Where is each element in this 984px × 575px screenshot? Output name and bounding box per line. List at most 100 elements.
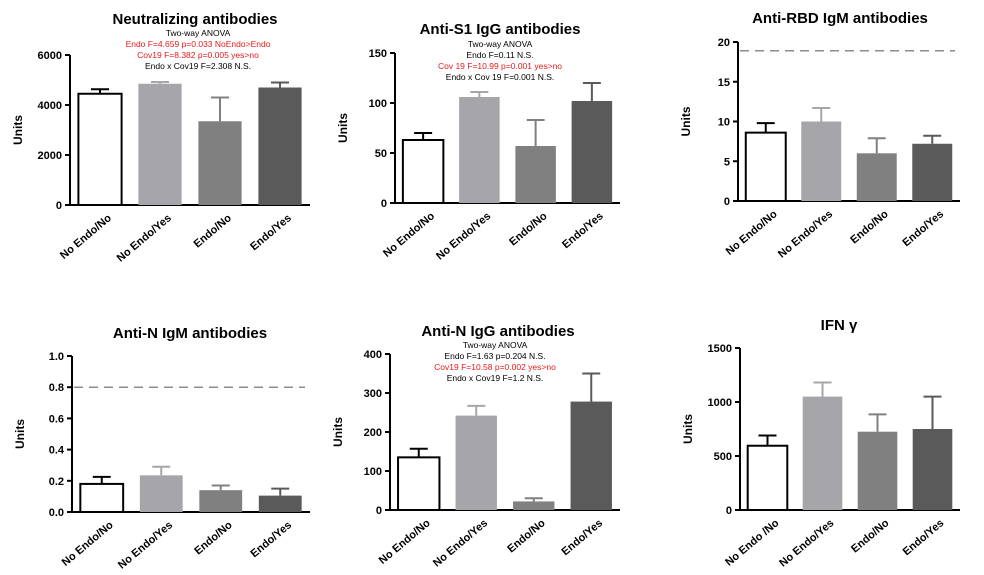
- x-tick-label: Endo/No: [848, 208, 891, 246]
- bar: [77, 92, 123, 206]
- x-tick-label: Endo/Yes: [249, 519, 295, 560]
- bar: [79, 482, 125, 514]
- y-tick-label: 2000: [38, 150, 62, 162]
- x-tick-label: Endo/No: [507, 210, 550, 248]
- y-tick-label: 200: [364, 427, 382, 439]
- bar: [258, 87, 302, 205]
- y-tick-label: 0.2: [49, 476, 64, 488]
- anova-annotation: Endo x Cov19 F=2.308 N.S.: [145, 61, 251, 71]
- anova-annotation: Two-way ANOVA: [468, 39, 533, 49]
- chart-panel-4: Anti-N IgM antibodies 0.0 0.2 0.4 0.6 0.8 1.0 U…: [13, 325, 310, 572]
- y-tick-label: 300: [364, 388, 382, 400]
- chart-title: Anti-N IgG antibodies: [421, 323, 574, 340]
- x-tick-label: Endo/Yes: [560, 210, 606, 251]
- anova-annotation: Two-way ANOVA: [166, 28, 231, 38]
- y-tick-label: 0.4: [49, 445, 65, 457]
- y-tick-label: 0: [726, 505, 732, 517]
- y-tick-label: 0: [724, 196, 730, 208]
- bar: [570, 401, 612, 510]
- x-tick-label: No Endo /No: [723, 517, 781, 569]
- y-axis-label: Units: [331, 417, 345, 447]
- bar: [912, 143, 953, 201]
- anova-annotation: Endo F=0.11 N.S.: [466, 50, 533, 60]
- y-axis-label: Units: [679, 106, 693, 136]
- x-tick-label: No Endo/No: [381, 210, 437, 260]
- bar: [199, 490, 243, 512]
- anova-annotation: Endo x Cov 19 F=0.001 N.S.: [446, 72, 554, 82]
- y-tick-label: 15: [718, 77, 730, 89]
- x-tick-label: No Endo/Yes: [115, 212, 174, 264]
- y-axis-label: Units: [681, 414, 695, 444]
- y-tick-label: 6000: [38, 50, 62, 62]
- x-tick-label: Endo/Yes: [248, 212, 294, 253]
- x-tick-label: No Endo/No: [724, 208, 780, 258]
- bar: [571, 101, 613, 203]
- bar: [258, 495, 302, 512]
- chart-title: Anti-RBD IgM antibodies: [752, 10, 928, 27]
- bar: [744, 131, 787, 203]
- bar: [455, 415, 497, 510]
- y-tick-label: 400: [364, 349, 382, 361]
- bar: [397, 456, 441, 512]
- y-axis-label: Units: [13, 419, 27, 449]
- y-tick-label: 100: [364, 466, 382, 478]
- y-tick-label: 1000: [708, 397, 732, 409]
- y-tick-label: 50: [375, 148, 387, 160]
- x-tick-label: No Endo/No: [377, 517, 433, 567]
- x-tick-label: Endo/Yes: [560, 517, 606, 558]
- bar: [857, 431, 898, 510]
- chart-title: IFN γ: [821, 317, 858, 334]
- y-tick-label: 500: [714, 451, 732, 463]
- y-tick-label: 10: [718, 117, 730, 129]
- y-tick-label: 100: [369, 98, 387, 110]
- x-tick-label: No Endo/Yes: [777, 517, 836, 569]
- y-tick-label: 0: [376, 505, 382, 517]
- x-tick-label: Endo/No: [192, 212, 235, 250]
- y-tick-label: 0: [56, 200, 62, 212]
- y-tick-label: 20: [718, 37, 730, 49]
- bar: [459, 97, 500, 203]
- x-tick-label: No Endo/No: [58, 212, 114, 262]
- y-tick-label: 0.8: [49, 382, 64, 394]
- x-tick-label: No Endo/Yes: [116, 519, 175, 571]
- x-tick-label: No Endo/Yes: [431, 517, 490, 569]
- x-tick-label: No Endo/Yes: [434, 210, 493, 262]
- y-axis-label: Units: [11, 115, 25, 145]
- anova-annotation: Cov19 F=8.382 p=0.005 yes>no: [137, 50, 259, 60]
- y-tick-label: 0.6: [49, 413, 64, 425]
- bar: [746, 444, 789, 511]
- anova-annotation: Cov19 F=10.58 p=0.002 yes>no: [434, 362, 556, 372]
- y-tick-label: 0: [381, 198, 387, 210]
- bar: [801, 121, 842, 201]
- x-tick-label: No Endo/No: [60, 519, 116, 569]
- anova-annotation: Endo F=4.659 p=0.033 NoEndo>Endo: [126, 39, 271, 49]
- x-tick-label: Endo/No: [849, 517, 892, 555]
- anova-annotation: Cov 19 F=10.99 p=0.001 yes>no: [438, 61, 562, 71]
- y-tick-label: 4000: [38, 100, 62, 112]
- y-tick-label: 150: [369, 48, 387, 60]
- x-tick-label: Endo/No: [192, 519, 235, 557]
- y-axis-label: Units: [336, 113, 350, 143]
- anova-annotation: Two-way ANOVA: [463, 340, 528, 350]
- chart-title: Anti-S1 IgG antibodies: [420, 21, 581, 38]
- x-tick-label: No Endo/Yes: [776, 208, 835, 260]
- x-tick-label: Endo/No: [505, 517, 548, 555]
- y-tick-label: 1500: [708, 343, 732, 355]
- bar: [513, 501, 555, 510]
- chart-title: Neutralizing antibodies: [112, 11, 277, 28]
- y-tick-label: 1.0: [49, 351, 64, 363]
- anova-annotation: Endo x Cov19 F=1.2 N.S.: [447, 373, 544, 383]
- x-tick-label: Endo/Yes: [901, 517, 947, 558]
- chart-panel-3: Anti-RBD IgM antibodies 0 5 10 15 20 Units No E…: [679, 10, 960, 261]
- bar: [515, 146, 556, 203]
- x-tick-label: Endo/Yes: [901, 208, 947, 249]
- bar: [138, 83, 182, 205]
- y-tick-label: 0.0: [49, 507, 64, 519]
- anova-annotation: Endo F=1.63 p=0.204 N.S.: [444, 351, 545, 361]
- bar: [401, 139, 445, 204]
- bar: [198, 121, 242, 205]
